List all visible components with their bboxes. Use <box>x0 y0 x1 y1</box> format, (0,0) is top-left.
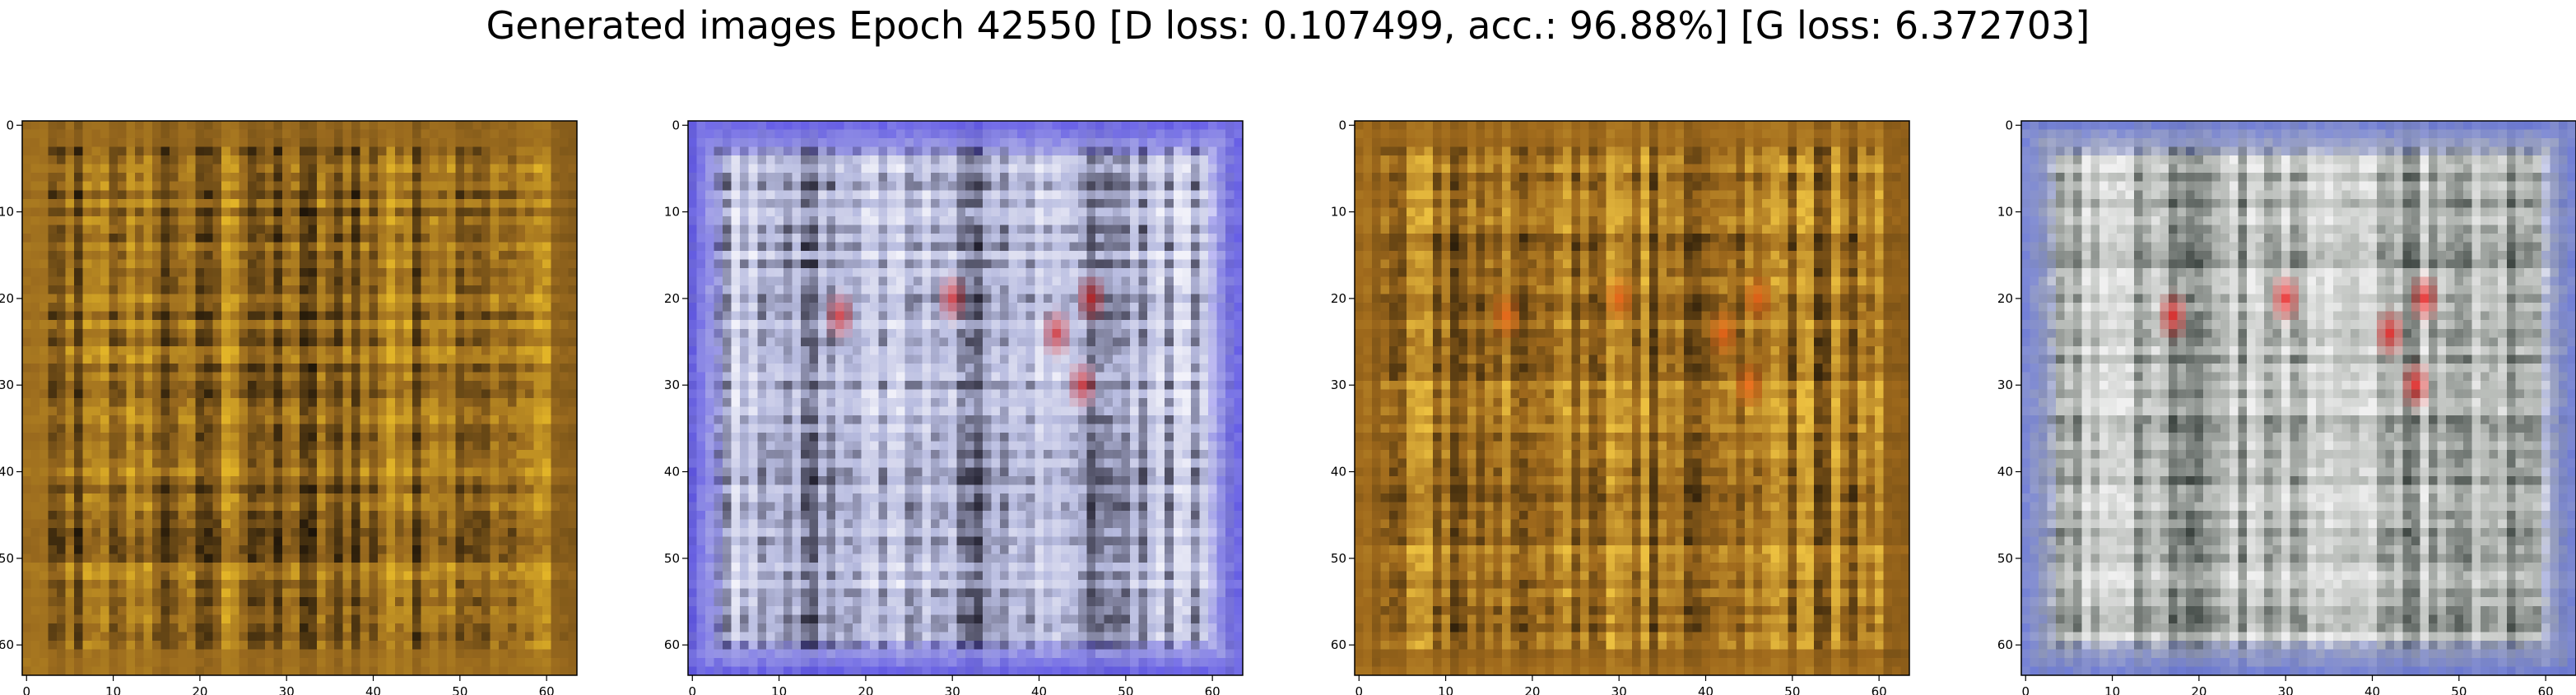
figure-title: Generated images Epoch 42550 [D loss: 0.… <box>486 3 2090 48</box>
generated-image-4 <box>2021 121 2576 675</box>
axes-frame <box>687 120 1244 676</box>
x-tick-label: 40 <box>365 684 381 695</box>
x-tick-label: 10 <box>2104 684 2120 695</box>
x-tick-label: 50 <box>1784 684 1800 695</box>
x-tick-label: 20 <box>192 684 207 695</box>
x-tick-label: 10 <box>1438 684 1453 695</box>
x-tick-label: 10 <box>105 684 121 695</box>
y-tick-label: 10 <box>1997 205 2013 220</box>
axes-frame <box>2020 120 2576 676</box>
x-tick-label: 40 <box>1698 684 1713 695</box>
x-tick-label: 30 <box>279 684 295 695</box>
generated-image-3 <box>1355 121 1909 675</box>
axes-frame <box>1354 120 1910 676</box>
x-tick-label: 0 <box>1355 684 1363 695</box>
x-tick-label: 0 <box>22 684 30 695</box>
y-tick-label: 40 <box>1997 465 2013 480</box>
y-tick-label: 0 <box>6 118 14 132</box>
x-tick-label: 40 <box>1031 684 1047 695</box>
x-tick-label: 10 <box>771 684 787 695</box>
x-tick-label: 50 <box>2451 684 2467 695</box>
y-tick-label: 60 <box>664 637 680 652</box>
y-tick-label: 10 <box>664 205 680 220</box>
x-tick-label: 60 <box>2538 684 2554 695</box>
generated-image-2 <box>688 121 1243 675</box>
y-tick-label: 0 <box>1338 118 1346 132</box>
y-tick-label: 20 <box>0 291 14 306</box>
y-tick-label: 20 <box>664 291 680 306</box>
x-tick-label: 20 <box>1524 684 1540 695</box>
x-tick-label: 20 <box>858 684 873 695</box>
x-tick-label: 40 <box>2364 684 2380 695</box>
x-tick-label: 30 <box>1611 684 1627 695</box>
y-tick-label: 40 <box>664 465 680 480</box>
y-tick-label: 60 <box>0 637 14 652</box>
x-tick-label: 30 <box>2278 684 2294 695</box>
y-tick-label: 60 <box>1997 637 2013 652</box>
y-tick-label: 60 <box>1331 637 1346 652</box>
x-tick-label: 60 <box>539 684 555 695</box>
y-tick-label: 40 <box>0 465 14 480</box>
y-tick-label: 20 <box>1331 291 1346 306</box>
y-tick-label: 30 <box>0 378 14 392</box>
x-tick-label: 20 <box>2191 684 2206 695</box>
y-tick-label: 50 <box>1997 551 2013 566</box>
y-tick-label: 30 <box>664 378 680 392</box>
generated-image-1 <box>22 121 577 675</box>
x-tick-label: 60 <box>1872 684 1887 695</box>
x-tick-label: 30 <box>945 684 960 695</box>
y-tick-label: 50 <box>664 551 680 566</box>
y-tick-label: 30 <box>1997 378 2013 392</box>
y-tick-label: 20 <box>1997 291 2013 306</box>
y-tick-label: 50 <box>1331 551 1346 566</box>
x-tick-label: 0 <box>688 684 696 695</box>
x-tick-label: 0 <box>2021 684 2030 695</box>
y-tick-label: 0 <box>672 118 680 132</box>
y-tick-label: 40 <box>1331 465 1346 480</box>
x-tick-label: 60 <box>1205 684 1221 695</box>
y-tick-label: 50 <box>0 551 14 566</box>
y-tick-label: 10 <box>1331 205 1346 220</box>
y-tick-label: 30 <box>1331 378 1346 392</box>
y-tick-label: 0 <box>2005 118 2013 132</box>
axes-frame <box>21 120 578 676</box>
x-tick-label: 50 <box>452 684 467 695</box>
y-tick-label: 10 <box>0 205 14 220</box>
x-tick-label: 50 <box>1118 684 1133 695</box>
